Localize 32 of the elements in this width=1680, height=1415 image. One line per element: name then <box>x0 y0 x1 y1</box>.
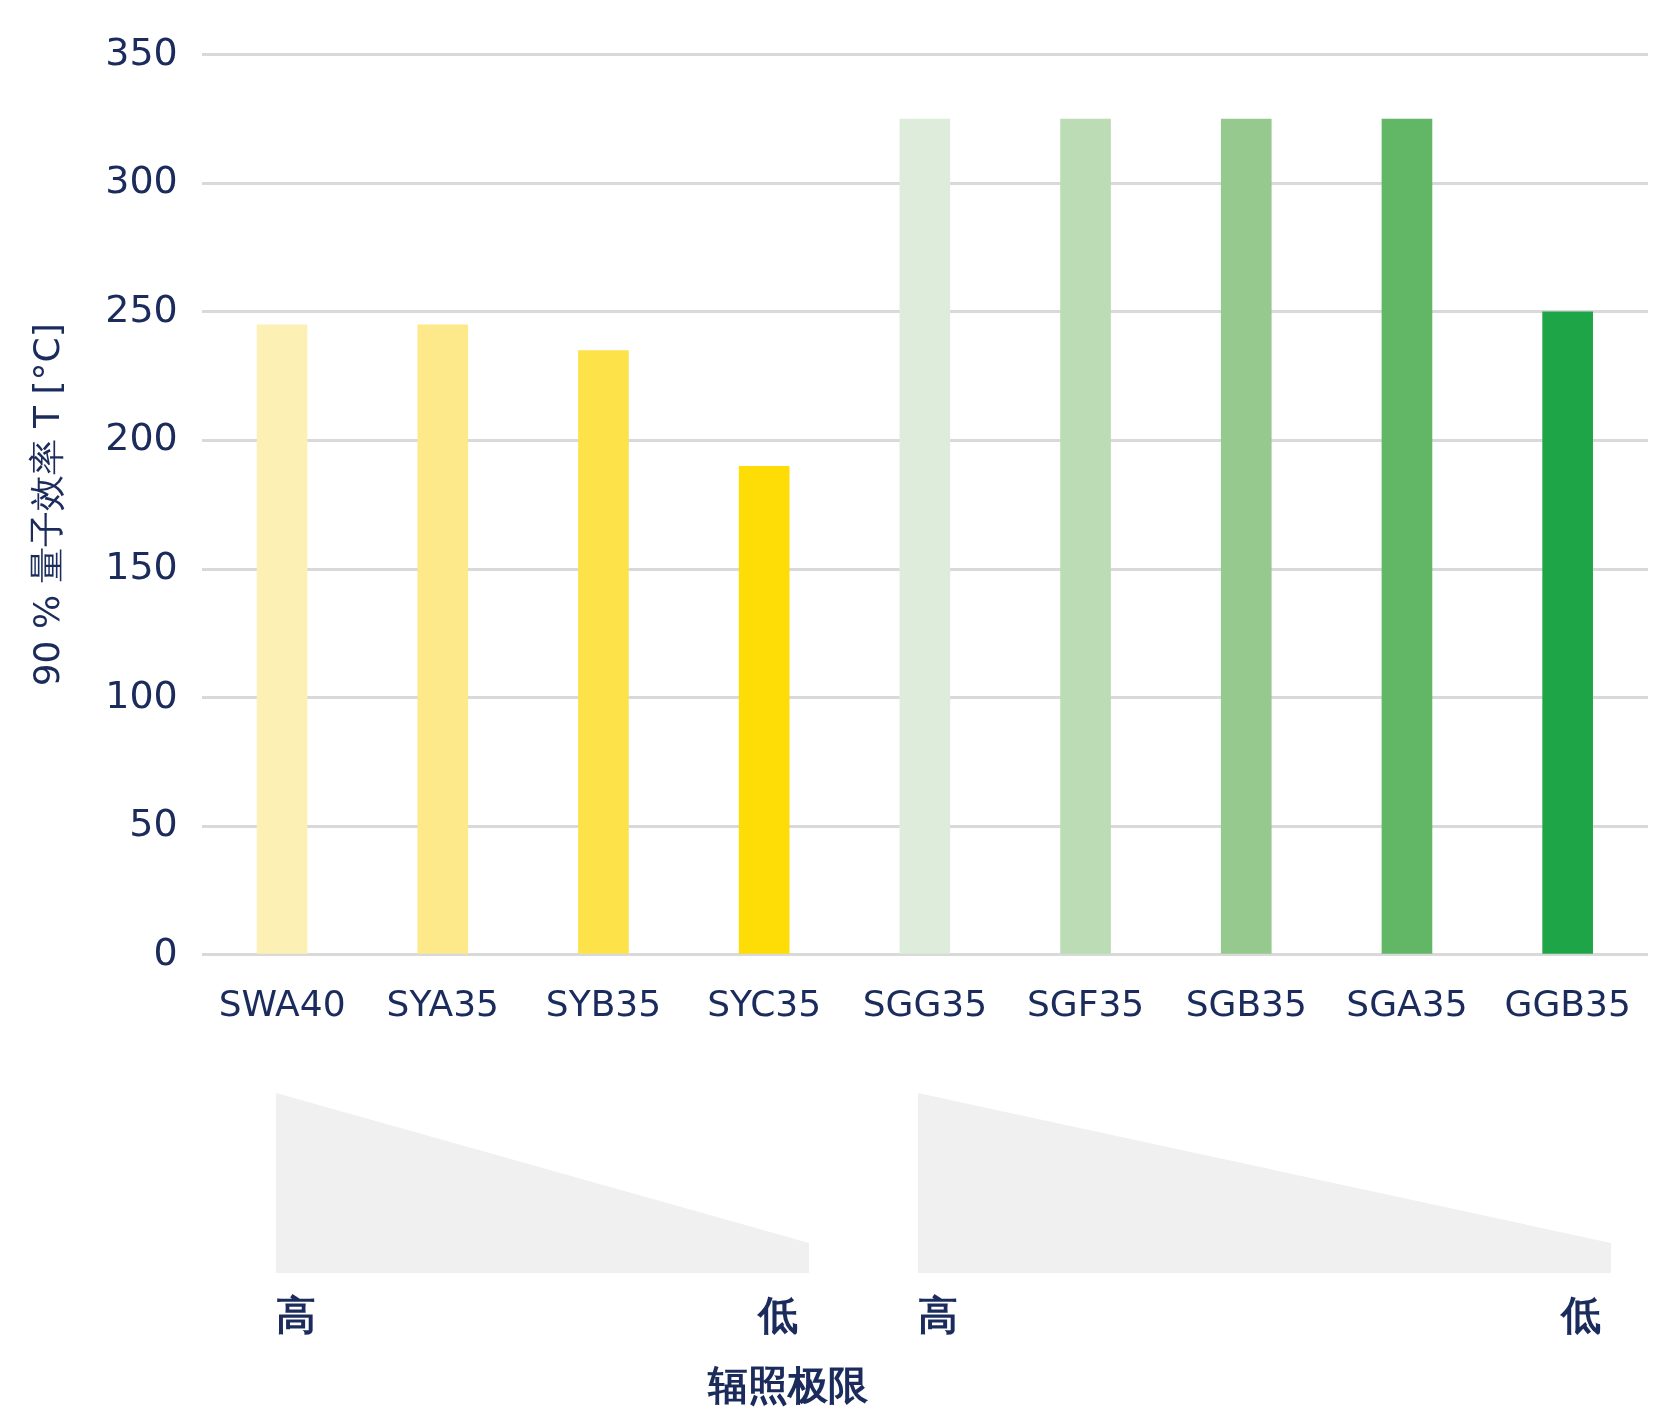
bar <box>1060 118 1111 954</box>
bar <box>1542 311 1593 954</box>
text: 高 <box>918 1291 958 1340</box>
x-tick-label: GGB35 <box>1504 982 1631 1024</box>
text: 辐照极限 <box>708 1361 868 1410</box>
bar <box>738 465 790 954</box>
bar <box>256 324 308 954</box>
y-tick-label: 50 <box>129 801 178 846</box>
y-tick-label: 300 <box>105 158 178 203</box>
y-tick-label: 100 <box>105 672 178 717</box>
x-tick-label: SGB35 <box>1185 982 1307 1024</box>
y-tick-label: 250 <box>105 286 178 331</box>
y-axis-title: 90 % 量子效率 T [°C] <box>25 323 67 687</box>
x-tick-label: SGA35 <box>1346 982 1468 1024</box>
text: 高 <box>276 1291 316 1340</box>
bar <box>417 324 469 954</box>
x-tick-label: SYC35 <box>707 982 822 1024</box>
bar <box>578 350 629 954</box>
x-tick-label: SYB35 <box>545 982 662 1024</box>
x-tick-label: SGG35 <box>862 982 988 1024</box>
text: 低 <box>758 1291 798 1340</box>
x-tick-label: SWA40 <box>218 982 346 1024</box>
bar <box>1220 118 1272 954</box>
y-tick-label: 350 <box>105 29 178 74</box>
y-tick-label: 150 <box>105 543 178 588</box>
x-tick-label: SYA35 <box>386 982 500 1024</box>
y-tick-label: 0 <box>153 929 178 974</box>
text: 低 <box>1561 1291 1601 1340</box>
x-tick-label: SGF35 <box>1026 982 1145 1024</box>
y-tick-label: 200 <box>105 415 178 460</box>
bar <box>1381 118 1433 954</box>
bar <box>899 118 951 954</box>
